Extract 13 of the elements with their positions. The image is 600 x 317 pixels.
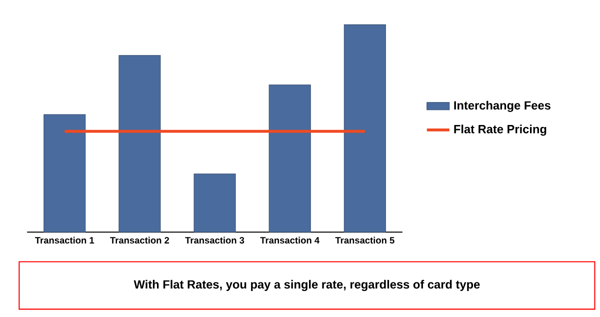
x-tick-label: Transaction 5 [335,236,394,244]
x-tick-label: Transaction 2 [110,236,170,244]
bar [344,24,386,232]
x-tick-label: Transaction 3 [185,236,244,244]
bar [118,55,161,232]
bar [268,84,311,232]
x-tick-label: Transaction 4 [260,236,320,244]
x-tick-label: Transaction 1 [35,236,94,244]
legend-label: Interchange Fees [454,100,550,112]
legend-label: Flat Rate Pricing [454,124,546,136]
bar [44,114,86,232]
bar [194,174,236,232]
text: With Flat Rates, you pay a single rate, regardless of card type [134,280,480,291]
